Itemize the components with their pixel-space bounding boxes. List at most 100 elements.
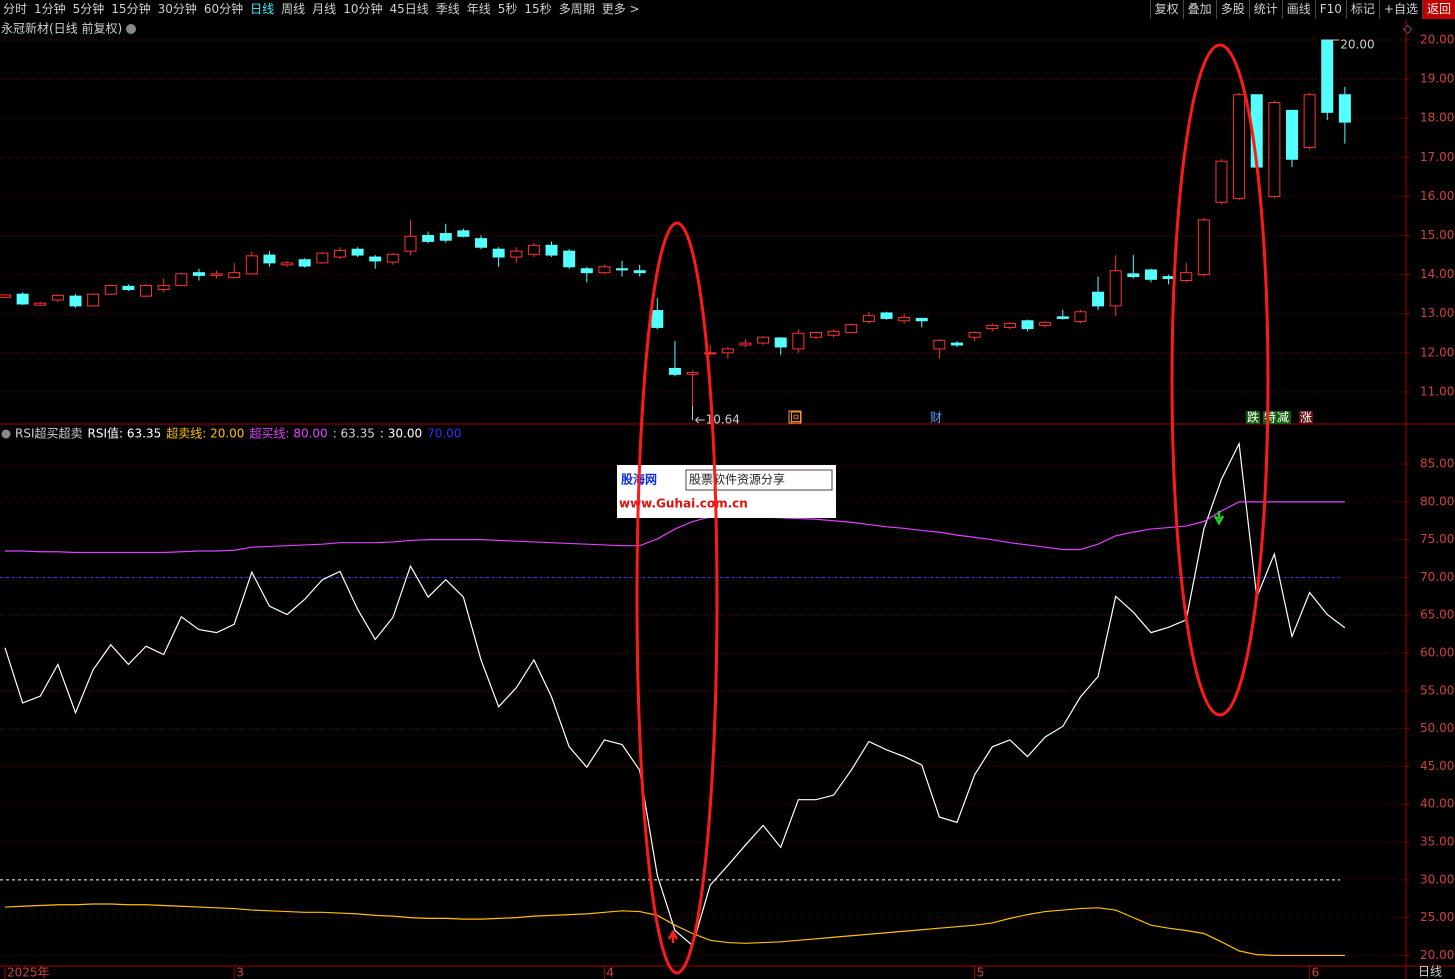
period-tab[interactable]: 5分钟 (72, 2, 105, 16)
highlight-ellipse (1170, 43, 1270, 717)
watermark-slogan: 股票软件资源分享 (689, 472, 785, 487)
candle-body (845, 324, 858, 333)
series-line (5, 501, 1345, 554)
candle-body (1285, 109, 1298, 160)
candle-body (298, 259, 311, 267)
tool-button[interactable]: 标记 (1345, 0, 1379, 19)
candle-body (510, 250, 523, 258)
period-tab[interactable]: 1分钟 (34, 2, 66, 16)
candle-body (1303, 94, 1316, 149)
tool-button[interactable]: 复权 (1149, 0, 1183, 19)
period-tab[interactable]: 季线 (435, 2, 460, 16)
period-tab[interactable]: 年线 (466, 2, 491, 16)
y-tick-label: 75.00 (1420, 532, 1454, 546)
legend-value: 70.00 (427, 427, 461, 441)
legend-name: 超卖线 (166, 426, 202, 441)
tool-button[interactable]: 统计 (1248, 0, 1282, 19)
period-tab[interactable]: 30分钟 (157, 2, 197, 16)
diamond-icon: ◇ (1403, 22, 1413, 36)
y-tick-label: 14.00 (1420, 267, 1454, 281)
period-tab[interactable]: 更多 > (601, 2, 640, 16)
period-tab[interactable]: 45日线 (389, 2, 429, 16)
candle-body (1162, 276, 1175, 280)
candle-body (774, 337, 787, 348)
candle-body (1144, 269, 1157, 280)
candle-body (140, 285, 153, 297)
y-tick-label: 19.00 (1420, 72, 1454, 86)
tool-button[interactable]: 多股 (1215, 0, 1249, 19)
x-tick-label: 3 (236, 966, 244, 979)
candle-body (1321, 39, 1334, 113)
period-tab[interactable]: 15秒 (524, 2, 552, 16)
candle-body (545, 244, 558, 256)
marker-bg (1299, 411, 1313, 424)
candle-body (1215, 160, 1228, 203)
y-tick-label: 25.00 (1420, 910, 1454, 924)
candle-body (245, 255, 258, 275)
period-tabs: 分时 1分钟 5分钟 15分钟 30分钟 60分钟 日线 周线 月线 10分钟 45日线 季线 年线 5秒… (0, 0, 644, 19)
candle-body (210, 273, 223, 276)
tool-button[interactable]: +自选 (1378, 0, 1422, 19)
y-tick-label: 17.00 (1420, 150, 1454, 164)
candle-body (192, 272, 205, 276)
candle-body (333, 249, 346, 258)
x-tick-label: 4 (606, 966, 614, 979)
period-tab[interactable]: 日线 (250, 2, 275, 16)
candle-body (475, 238, 488, 248)
tool-button[interactable]: 叠加 (1182, 0, 1216, 19)
marker: 跌 (1247, 410, 1259, 425)
y-tick-label: 12.00 (1420, 345, 1454, 359)
tool-button[interactable]: F10 (1314, 0, 1346, 19)
period-tab[interactable]: 60分钟 (203, 2, 244, 16)
x-tick-label: 5 (977, 966, 985, 979)
indicator-icon (1, 429, 11, 439)
y-tick-label: 50.00 (1420, 721, 1454, 735)
candle-body (1109, 270, 1122, 307)
candle-body (739, 342, 752, 346)
candle-body (457, 230, 470, 237)
period-tab[interactable]: 分时 (3, 2, 28, 16)
highlight-ellipse (635, 221, 719, 975)
candle-body (316, 252, 329, 264)
candle-body (492, 248, 505, 258)
marker: 特 (1264, 410, 1276, 425)
candle-body (1039, 321, 1052, 326)
candle-body (951, 342, 964, 346)
candle-body (933, 339, 946, 350)
candle-body (1268, 102, 1281, 197)
candle-body (862, 315, 875, 323)
candle-body (668, 367, 681, 375)
candle-body (157, 285, 170, 290)
low-label: 10.64 (706, 413, 740, 427)
marker: 涨 (1300, 410, 1312, 425)
candle-body (827, 330, 840, 336)
y-tick-label: 70.00 (1420, 570, 1454, 584)
legend-name: 超买线 (249, 426, 285, 441)
period-tab[interactable]: 15分钟 (111, 2, 151, 16)
candle-body (651, 310, 664, 328)
candle-body (1003, 323, 1016, 328)
marker-bg (1246, 411, 1260, 424)
candle-body (386, 253, 399, 263)
tool-button[interactable]: 返回 (1421, 0, 1455, 19)
tool-button[interactable]: 画线 (1281, 0, 1315, 19)
candle-body (721, 348, 734, 354)
candle-body (633, 270, 646, 274)
legend-value: : 63.35 (333, 427, 375, 441)
candle-body (1338, 94, 1351, 123)
period-tab[interactable]: 月线 (312, 2, 337, 16)
candle-body (792, 332, 805, 350)
y-tick-label: 80.00 (1420, 494, 1454, 508)
legend-value: : 63.35 (119, 427, 161, 441)
period-tab[interactable]: 多周期 (558, 2, 595, 16)
candle-body (616, 268, 629, 271)
marker-bg (1263, 411, 1291, 424)
legend-name: RSI值 (88, 426, 120, 441)
period-tab[interactable]: 5秒 (497, 2, 518, 16)
candle-body (228, 272, 241, 278)
watermark-box (685, 469, 833, 491)
candle-body (104, 285, 117, 295)
period-tab[interactable]: 10分钟 (343, 2, 383, 16)
period-tab[interactable]: 周线 (281, 2, 306, 16)
